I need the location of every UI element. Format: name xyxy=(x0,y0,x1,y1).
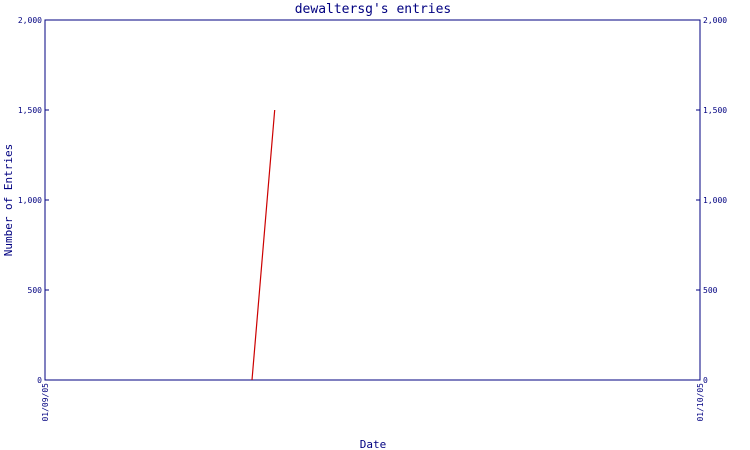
y-tick-label-right: 0 xyxy=(703,376,708,385)
y-axis-right: 0 500 1,000 1,500 2,000 xyxy=(696,16,727,385)
y-axis-left: 0 500 1,000 1,500 2,000 xyxy=(18,16,49,385)
series-group xyxy=(251,109,276,381)
x-axis-title: Date xyxy=(360,438,387,450)
y-tick-label-right: 1,000 xyxy=(703,196,727,205)
y-tick-label-left: 500 xyxy=(28,286,43,295)
x-axis: 01/09/05 01/10/05 xyxy=(41,376,705,422)
x-tick-label: 01/09/05 xyxy=(41,383,50,422)
chart-title: dewaltersg's entries xyxy=(295,2,452,17)
y-tick-label-left: 1,500 xyxy=(18,106,42,115)
y-axis-title: Number of Entries xyxy=(2,144,15,257)
series-line xyxy=(251,109,276,381)
plot-area xyxy=(44,19,701,381)
y-tick-label-right: 500 xyxy=(703,286,718,295)
y-tick-label-left: 2,000 xyxy=(18,16,42,25)
y-tick-label-right: 1,500 xyxy=(703,106,727,115)
y-tick-label-right: 2,000 xyxy=(703,16,727,25)
y-tick-label-left: 0 xyxy=(37,376,42,385)
x-tick-label: 01/10/05 xyxy=(696,383,705,422)
y-tick-label-left: 1,000 xyxy=(18,196,42,205)
